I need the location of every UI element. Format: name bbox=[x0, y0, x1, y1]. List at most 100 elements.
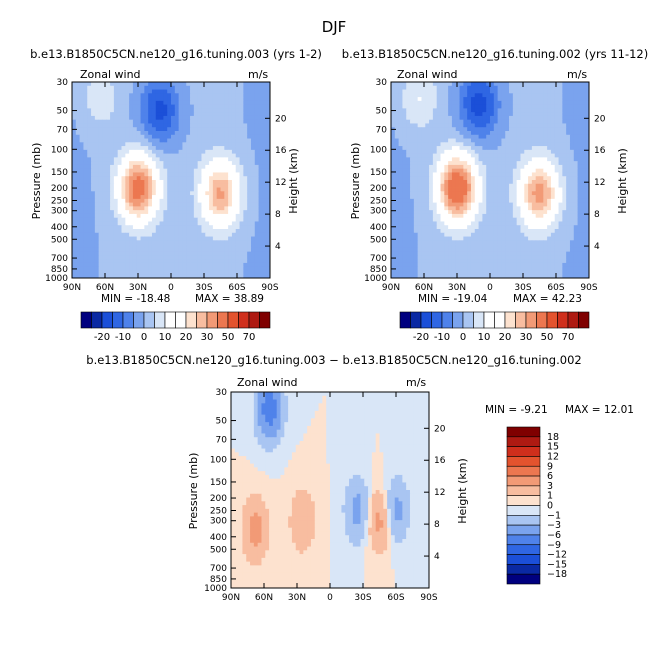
heatmap-cell bbox=[224, 195, 229, 200]
heatmap-cell bbox=[486, 89, 491, 94]
heatmap-cell bbox=[402, 85, 407, 90]
heatmap-cell bbox=[505, 149, 510, 155]
heatmap-cell bbox=[577, 232, 582, 237]
heatmap-cell bbox=[144, 180, 149, 185]
heatmap-cell bbox=[205, 85, 210, 90]
heatmap-cell bbox=[516, 127, 521, 132]
heatmap-cell bbox=[258, 195, 263, 200]
heatmap-cell bbox=[132, 134, 138, 139]
heatmap-cell bbox=[178, 100, 183, 106]
heatmap-cell bbox=[235, 115, 240, 121]
heatmap-cell bbox=[186, 157, 191, 162]
heatmap-cell bbox=[436, 104, 441, 109]
y-tick-right-label: 12 bbox=[275, 178, 286, 188]
heatmap-cell bbox=[167, 251, 172, 256]
heatmap-cell bbox=[209, 247, 214, 253]
colorbar-swatch bbox=[154, 311, 166, 329]
heatmap-cell bbox=[391, 146, 396, 151]
heatmap-cell bbox=[136, 225, 141, 230]
heatmap-cell bbox=[425, 191, 430, 196]
heatmap-cell bbox=[163, 244, 168, 249]
heatmap-cell bbox=[110, 213, 115, 219]
heatmap-cell bbox=[421, 93, 426, 98]
heatmap-cell bbox=[167, 270, 172, 275]
heatmap-cell bbox=[516, 138, 521, 143]
heatmap-cell bbox=[421, 142, 426, 147]
heatmap-cell bbox=[174, 217, 180, 222]
heatmap-cell bbox=[455, 168, 460, 173]
heatmap-cell bbox=[231, 191, 237, 196]
heatmap-cell bbox=[216, 225, 221, 230]
heatmap-cell bbox=[132, 115, 138, 121]
heatmap-cell bbox=[224, 198, 229, 204]
heatmap-cell bbox=[94, 274, 100, 279]
heatmap-cell bbox=[197, 149, 202, 155]
heatmap-cell bbox=[254, 93, 259, 98]
heatmap-cell bbox=[182, 85, 187, 90]
heatmap-cell bbox=[83, 236, 88, 241]
heatmap-cell bbox=[98, 149, 103, 155]
heatmap-cell bbox=[550, 206, 556, 211]
heatmap-cell bbox=[266, 206, 271, 211]
heatmap-cell bbox=[174, 270, 180, 275]
heatmap-cell bbox=[243, 82, 248, 87]
heatmap-cell bbox=[262, 191, 267, 196]
heatmap-cell bbox=[174, 168, 180, 173]
heatmap-cell bbox=[212, 131, 218, 136]
heatmap-cell bbox=[167, 262, 172, 268]
heatmap-cell bbox=[75, 157, 81, 162]
heatmap-cell bbox=[91, 89, 96, 94]
heatmap-cell bbox=[543, 115, 548, 121]
heatmap-cell bbox=[440, 176, 445, 181]
heatmap-cell bbox=[243, 251, 248, 256]
heatmap-cell bbox=[247, 217, 252, 222]
heatmap-cell bbox=[402, 198, 407, 204]
heatmap-cell bbox=[470, 153, 476, 158]
heatmap-cell bbox=[121, 112, 126, 117]
heatmap-cell bbox=[243, 262, 248, 268]
heatmap-cell bbox=[417, 138, 422, 143]
heatmap-cell bbox=[197, 270, 202, 275]
heatmap-cell bbox=[231, 262, 237, 268]
heatmap-cell bbox=[247, 115, 252, 121]
heatmap-cell bbox=[83, 138, 88, 143]
heatmap-cell bbox=[463, 85, 468, 90]
heatmap-cell bbox=[247, 142, 252, 147]
heatmap-cell bbox=[254, 127, 259, 132]
heatmap-cell bbox=[505, 191, 510, 196]
heatmap-cell bbox=[482, 206, 487, 211]
heatmap-cell bbox=[171, 247, 176, 253]
x-tick-label: 90S bbox=[261, 283, 278, 293]
heatmap-cell bbox=[201, 168, 206, 173]
heatmap-cell bbox=[258, 82, 263, 87]
heatmap-cell bbox=[459, 108, 464, 113]
heatmap-cell bbox=[239, 247, 244, 253]
heatmap-cell bbox=[262, 247, 267, 253]
heatmap-cell bbox=[505, 85, 510, 90]
heatmap-cell bbox=[459, 202, 464, 207]
heatmap-cell bbox=[106, 198, 111, 204]
heatmap-cell bbox=[87, 202, 92, 207]
heatmap-cell bbox=[417, 221, 422, 226]
heatmap-cell bbox=[470, 210, 476, 215]
heatmap-cell bbox=[512, 229, 518, 234]
heatmap-cell bbox=[110, 172, 115, 177]
heatmap-cell bbox=[94, 262, 100, 268]
heatmap-cell bbox=[136, 262, 141, 268]
heatmap-cell bbox=[110, 142, 115, 147]
heatmap-cell bbox=[535, 82, 540, 87]
heatmap-cell bbox=[524, 108, 529, 113]
heatmap-cell bbox=[509, 206, 514, 211]
heatmap-cell bbox=[98, 89, 103, 94]
heatmap-cell bbox=[220, 195, 225, 200]
heatmap-cell bbox=[501, 183, 506, 188]
heatmap-cell bbox=[250, 229, 256, 234]
heatmap-cell bbox=[512, 210, 518, 215]
heatmap-cell bbox=[440, 108, 445, 113]
heatmap-cell bbox=[520, 183, 525, 188]
heatmap-cell bbox=[262, 274, 267, 279]
heatmap-cell bbox=[243, 146, 248, 151]
heatmap-cell bbox=[72, 164, 77, 170]
heatmap-cell bbox=[455, 97, 460, 102]
heatmap-cell bbox=[125, 195, 130, 200]
